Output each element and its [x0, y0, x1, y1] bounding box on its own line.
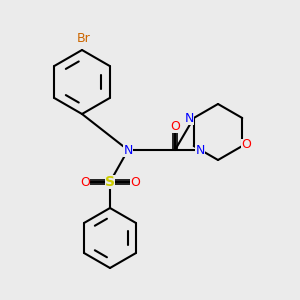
Text: N: N [195, 143, 205, 157]
Text: O: O [241, 139, 251, 152]
Text: O: O [80, 176, 90, 188]
Text: O: O [130, 176, 140, 188]
Text: S: S [105, 175, 115, 189]
Text: N: N [185, 112, 194, 124]
Text: O: O [170, 119, 180, 133]
Text: Br: Br [77, 32, 91, 44]
Text: N: N [123, 143, 133, 157]
